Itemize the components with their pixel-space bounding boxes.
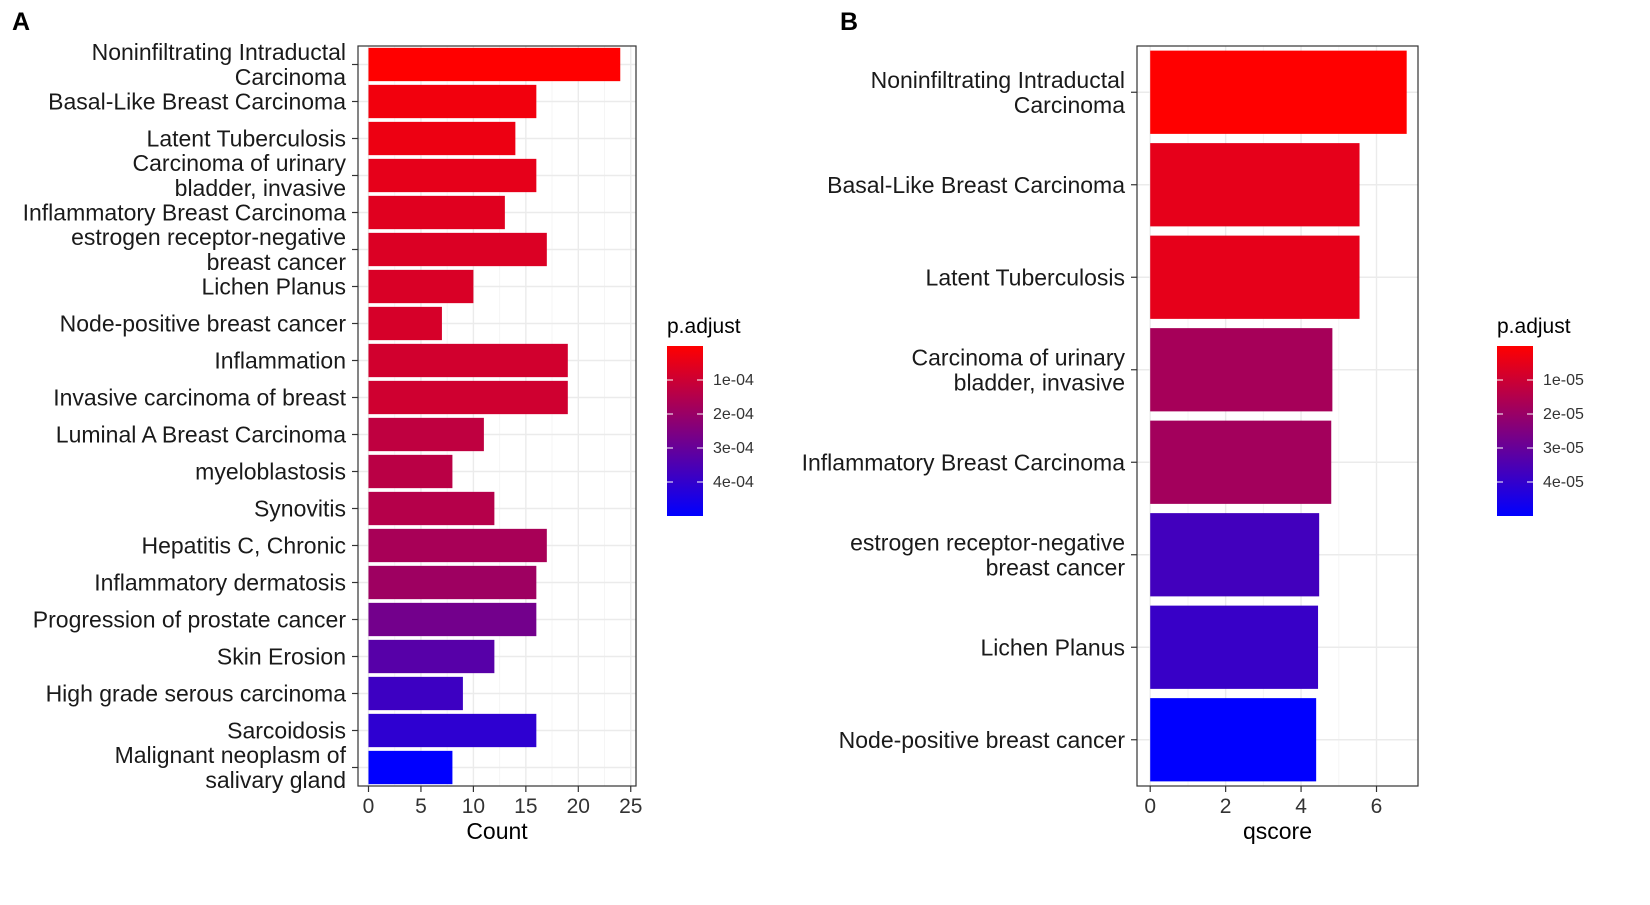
panel-a-bar-16 [368,602,537,637]
panel-a-category-label: High grade serous carcinoma [46,681,347,707]
panel-b-bar-6 [1150,513,1320,597]
panel-a-bar-18 [368,676,463,711]
panel-b-bar-2 [1150,143,1360,227]
panel-a-legend-colorbar [667,346,703,516]
panel-b-x-tick-label: 2 [1220,795,1232,818]
panel-a-bar-19 [368,713,537,748]
panel-a-x-tick-label: 0 [363,795,375,818]
panel-a-category-label: Hepatitis C, Chronic [141,533,346,559]
panel-a-bar-20 [368,750,453,785]
panel-a-category-label: Inflammation [214,348,346,374]
panel-a-category-label: Progression of prostate cancer [33,607,347,633]
panel-a-category-label: Inflammatory Breast Carcinoma [23,200,347,226]
panel-a-x-tick-label: 15 [514,795,537,818]
panel-b-legend-title: p.adjust [1497,315,1571,338]
panel-a-plot-background [358,46,636,786]
panel-a-legend-label: 3e-04 [713,440,754,457]
panel-a-letter: A [12,8,30,36]
panel-a-category-label: Basal-Like Breast Carcinoma [48,89,346,115]
panel-a-x-tick-label: 10 [462,795,485,818]
panel-a-x-tick-label: 20 [567,795,590,818]
panel-b-category-label: estrogen receptor-negative breast cancer [850,529,1125,580]
panel-a-legend-label: 4e-04 [713,474,754,491]
panel-b-x-tick-label: 6 [1371,795,1383,818]
panel-a-category-label: Noninfiltrating Intraductal Carcinoma [92,39,347,90]
panel-b-legend-label: 1e-05 [1543,372,1584,389]
panel-a-x-axis-title: Count [466,818,528,844]
panel-a-category-label: Skin Erosion [217,644,346,670]
panel-a-legend-title: p.adjust [667,315,741,338]
panel-a-category-label: Sarcoidosis [227,718,346,744]
panel-b-category-label: Node-positive breast cancer [839,727,1126,753]
panel-b-bar-7 [1150,605,1319,689]
panel-a-category-label: Carcinoma of urinary bladder, invasive [133,150,347,201]
panel-a-bar-10 [368,380,568,415]
panel-a-bar-3 [368,121,516,156]
panel-b-bar-4 [1150,328,1333,412]
panel-a-bar-15 [368,565,537,600]
panel-b-legend-label: 3e-05 [1543,440,1584,457]
panel-a-bar-11 [368,417,484,452]
panel-a-bar-6 [368,232,547,267]
panel-a-bar-12 [368,454,453,489]
panel-b-x-tick-label: 4 [1295,795,1307,818]
panel-a-category-label: Inflammatory dermatosis [94,570,346,596]
panel-b-letter: B [840,8,858,36]
panel-a-category-label: estrogen receptor-negative breast cancer [71,224,346,275]
panel-a-bar-7 [368,269,474,304]
panel-b: Noninfiltrating Intraductal Carcinoma Basa… [802,45,1584,844]
panel-a-bar-5 [368,195,505,230]
panel-a-category-label: Luminal A Breast Carcinoma [56,422,346,448]
panel-a-x-tick-label: 5 [415,795,427,818]
panel-b-bar-3 [1150,235,1360,319]
panel-b-category-label: Lichen Planus [981,634,1126,660]
panel-b-x-axis-title: qscore [1243,818,1312,844]
panel-b-bar-8 [1150,698,1317,782]
panel-a-x-tick-label: 25 [619,795,642,818]
panel-b-bar-5 [1150,420,1332,504]
panel-a-bar-14 [368,528,547,563]
panel-a-legend-label: 2e-04 [713,406,754,423]
panel-a-category-label: Latent Tuberculosis [147,126,346,152]
panel-b-category-label: Inflammatory Breast Carcinoma [802,449,1126,475]
panel-a-category-label: Malignant neoplasm of salivary gland [115,742,347,793]
panel-a-legend-label: 1e-04 [713,372,754,389]
panel-a-bar-2 [368,84,537,119]
panel-b-plot-border [1136,45,1419,787]
panel-a-category-label: Invasive carcinoma of breast [53,385,346,411]
panel-a-plot-border [357,45,637,787]
panel-a: Noninfiltrating Intraductal CarcinomaBasa… [23,39,754,844]
panel-b-legend-label: 2e-05 [1543,406,1584,423]
panel-a-bar-9 [368,343,568,378]
panel-b-category-label: Noninfiltrating Intraductal Carcinoma [871,67,1126,118]
panel-a-bar-13 [368,491,495,526]
panel-a-bar-1 [368,47,621,82]
panel-b-category-label: Basal-Like Breast Carcinoma [827,172,1125,198]
panel-a-category-label: myeloblastosis [195,459,346,485]
panel-b-bar-1 [1150,50,1407,134]
panel-b-category-label: Latent Tuberculosis [926,264,1125,290]
panel-b-x-tick-label: 0 [1144,795,1156,818]
panel-a-category-label: Synovitis [254,496,346,522]
panel-b-category-label: Carcinoma of urinary bladder, invasive [912,344,1126,395]
panel-a-category-label: Node-positive breast cancer [60,311,347,337]
panel-a-bar-4 [368,158,537,193]
panel-a-bar-8 [368,306,442,341]
panel-a-category-label: Lichen Planus [202,274,347,300]
panel-a-bar-17 [368,639,495,674]
panel-b-legend-colorbar [1497,346,1533,516]
panel-b-legend-label: 4e-05 [1543,474,1584,491]
